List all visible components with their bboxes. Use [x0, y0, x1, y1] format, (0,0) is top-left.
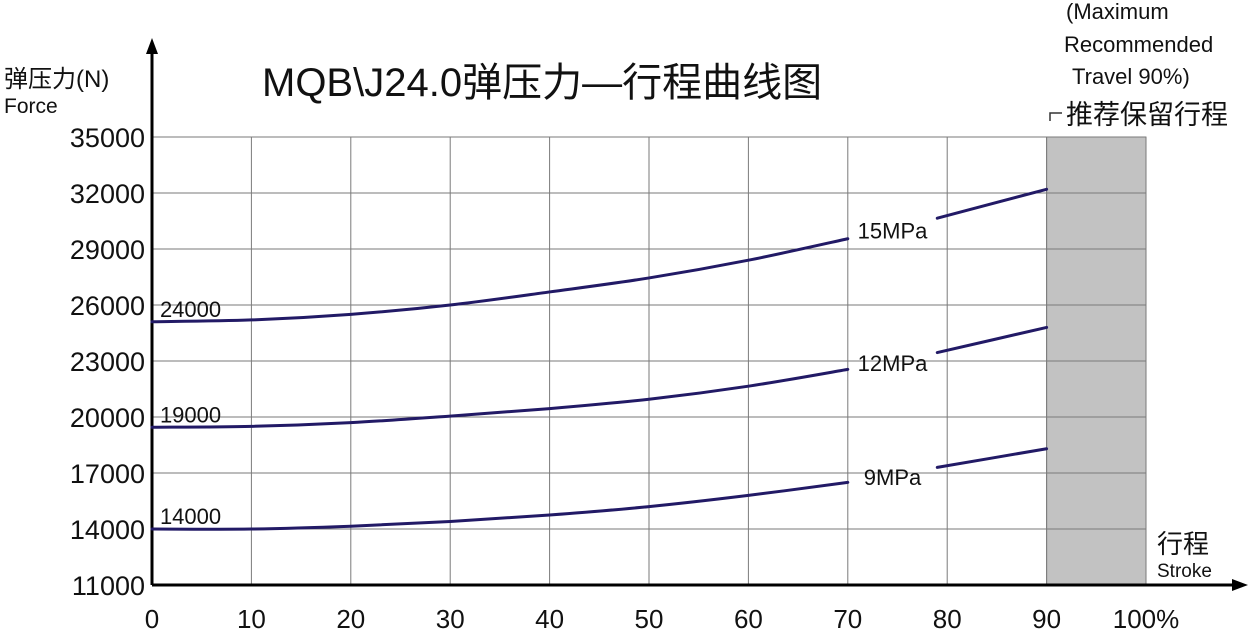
series-line-15MPa [935, 187, 1049, 220]
x-tick-label: 80 [933, 604, 962, 629]
y-axis-label-en: Force [4, 95, 58, 118]
reserved-note-line-3: Travel 90%) [1072, 64, 1190, 89]
series-line-9MPa [150, 480, 850, 531]
x-axis-label-en: Stroke [1157, 561, 1212, 582]
axes [146, 38, 1248, 591]
series-name-label: 9MPa [864, 465, 922, 490]
series-start-label: 14000 [160, 504, 221, 529]
reserved-note-line-1: (Maximum [1066, 0, 1169, 24]
x-tick-label: 10 [237, 604, 266, 629]
y-axis-arrow [146, 38, 158, 54]
y-tick-label: 20000 [70, 403, 145, 433]
series-line-15MPa [150, 237, 850, 324]
y-tick-label: 11000 [72, 571, 145, 601]
series-line-12MPa [150, 367, 850, 429]
reserved-label-bracket [1049, 112, 1062, 121]
x-tick-label: 70 [833, 604, 862, 629]
series-name-label: 12MPa [858, 351, 928, 376]
y-tick-label: 32000 [70, 179, 145, 209]
grid-lines [152, 136, 1147, 585]
x-tick-label: 60 [734, 604, 763, 629]
x-axis-label: 行程 [1157, 529, 1209, 559]
series-start-label: 19000 [160, 402, 221, 427]
x-tick-label: 90 [1032, 604, 1061, 629]
series-name-label: 15MPa [858, 218, 928, 243]
series-start-label: 24000 [160, 297, 221, 322]
x-tick-label: 20 [336, 604, 365, 629]
x-tick-label: 100% [1113, 604, 1180, 629]
y-axis-label: 弹压力(N) [4, 66, 109, 93]
reserved-note-line-2: Recommended [1064, 32, 1213, 57]
labels: 0 10 20 30 40 50 60 70 80 90 100% 11000 14000 17000 20… [70, 123, 1179, 629]
x-tick-label: 30 [436, 604, 465, 629]
x-tick-label: 0 [145, 604, 159, 629]
x-tick-label: 50 [635, 604, 664, 629]
y-tick-label: 35000 [70, 123, 145, 153]
y-tick-label: 17000 [70, 459, 145, 489]
y-tick-label: 26000 [70, 291, 145, 321]
x-tick-label: 40 [535, 604, 564, 629]
chart-title: MQB\J24.0弹压力—行程曲线图 [262, 61, 822, 105]
y-tick-label: 29000 [70, 235, 145, 265]
y-tick-label: 23000 [70, 347, 145, 377]
reserved-region-label: 推荐保留行程 [1066, 100, 1228, 130]
x-axis-arrow [1232, 579, 1248, 591]
series-curves [150, 187, 1049, 531]
series-line-12MPa [935, 325, 1049, 355]
series-line-9MPa [935, 447, 1049, 469]
y-tick-label: 14000 [70, 515, 145, 545]
